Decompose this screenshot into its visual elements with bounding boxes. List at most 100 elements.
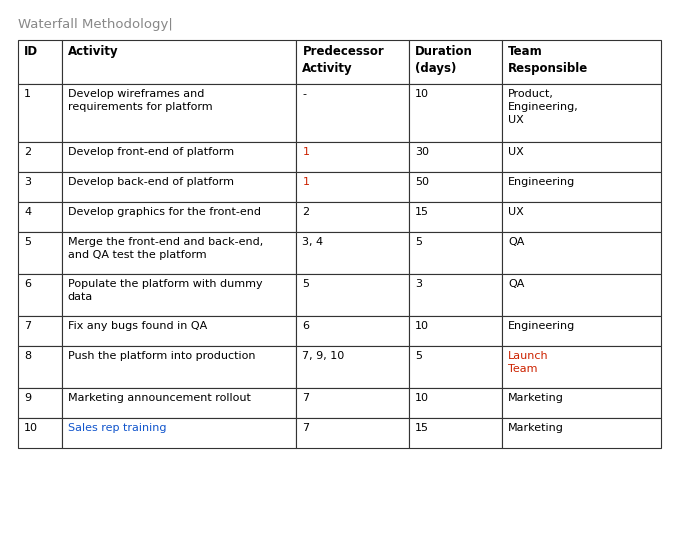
Bar: [62, 274, 296, 316]
Text: 5: 5: [415, 237, 422, 247]
Text: Waterfall Methodology|: Waterfall Methodology|: [18, 18, 173, 31]
Bar: [18, 346, 62, 388]
Bar: [296, 388, 409, 418]
Text: Push the platform into production: Push the platform into production: [68, 351, 255, 361]
Bar: [409, 418, 502, 448]
Bar: [296, 346, 409, 388]
Bar: [296, 274, 409, 316]
Bar: [18, 40, 62, 84]
Bar: [409, 232, 502, 274]
Bar: [502, 172, 661, 202]
Text: Engineering: Engineering: [508, 177, 575, 187]
Text: 8: 8: [24, 351, 31, 361]
Text: Duration
(days): Duration (days): [415, 45, 473, 75]
Bar: [409, 142, 502, 172]
Bar: [18, 84, 62, 142]
Bar: [502, 40, 661, 84]
Text: 3: 3: [24, 177, 31, 187]
Bar: [62, 418, 296, 448]
Bar: [296, 40, 409, 84]
Bar: [296, 142, 409, 172]
Text: 10: 10: [415, 89, 429, 99]
Text: QA: QA: [508, 279, 524, 289]
Text: Develop graphics for the front-end: Develop graphics for the front-end: [68, 207, 260, 217]
Text: QA: QA: [508, 237, 524, 247]
Text: 6: 6: [24, 279, 31, 289]
Text: 50: 50: [415, 177, 429, 187]
Text: Marketing: Marketing: [508, 423, 564, 433]
Text: 7: 7: [302, 423, 310, 433]
Bar: [502, 142, 661, 172]
Text: 3, 4: 3, 4: [302, 237, 324, 247]
Bar: [62, 232, 296, 274]
Text: 5: 5: [24, 237, 31, 247]
Text: Develop front-end of platform: Develop front-end of platform: [68, 147, 234, 157]
Text: Sales rep training: Sales rep training: [68, 423, 166, 433]
Text: Activity: Activity: [68, 45, 118, 58]
Bar: [409, 316, 502, 346]
Text: 2: 2: [24, 147, 31, 157]
Text: Marketing announcement rollout: Marketing announcement rollout: [68, 393, 250, 403]
Text: 7: 7: [24, 321, 31, 331]
Text: ID: ID: [24, 45, 38, 58]
Text: Launch
Team: Launch Team: [508, 351, 548, 374]
Text: 10: 10: [415, 393, 429, 403]
Text: 30: 30: [415, 147, 429, 157]
Text: 3: 3: [415, 279, 422, 289]
Bar: [18, 232, 62, 274]
Text: 15: 15: [415, 207, 429, 217]
Bar: [18, 172, 62, 202]
Bar: [62, 84, 296, 142]
Bar: [296, 202, 409, 232]
Bar: [18, 202, 62, 232]
Text: 10: 10: [415, 321, 429, 331]
Bar: [409, 346, 502, 388]
Text: Populate the platform with dummy
data: Populate the platform with dummy data: [68, 279, 262, 302]
Text: Merge the front-end and back-end,
and QA test the platform: Merge the front-end and back-end, and QA…: [68, 237, 263, 260]
Bar: [409, 202, 502, 232]
Text: 7, 9, 10: 7, 9, 10: [302, 351, 345, 361]
Bar: [409, 172, 502, 202]
Bar: [18, 418, 62, 448]
Bar: [502, 418, 661, 448]
Text: -: -: [302, 89, 306, 99]
Bar: [18, 142, 62, 172]
Bar: [62, 346, 296, 388]
Text: Engineering: Engineering: [508, 321, 575, 331]
Bar: [62, 142, 296, 172]
Bar: [62, 172, 296, 202]
Text: 1: 1: [302, 177, 310, 187]
Bar: [18, 274, 62, 316]
Text: Predecessor
Activity: Predecessor Activity: [302, 45, 384, 75]
Text: 5: 5: [415, 351, 422, 361]
Bar: [409, 84, 502, 142]
Bar: [62, 202, 296, 232]
Text: 9: 9: [24, 393, 31, 403]
Text: Develop wireframes and
requirements for platform: Develop wireframes and requirements for …: [68, 89, 213, 112]
Text: 7: 7: [302, 393, 310, 403]
Text: Team
Responsible: Team Responsible: [508, 45, 588, 75]
Text: Marketing: Marketing: [508, 393, 564, 403]
Text: 6: 6: [302, 321, 310, 331]
Bar: [62, 388, 296, 418]
Bar: [296, 316, 409, 346]
Text: 2: 2: [302, 207, 310, 217]
Text: 10: 10: [24, 423, 38, 433]
Bar: [62, 40, 296, 84]
Bar: [502, 84, 661, 142]
Text: 1: 1: [302, 147, 310, 157]
Text: 15: 15: [415, 423, 429, 433]
Bar: [409, 40, 502, 84]
Bar: [296, 84, 409, 142]
Text: 4: 4: [24, 207, 31, 217]
Bar: [502, 346, 661, 388]
Bar: [502, 316, 661, 346]
Bar: [409, 388, 502, 418]
Text: Develop back-end of platform: Develop back-end of platform: [68, 177, 234, 187]
Text: Fix any bugs found in QA: Fix any bugs found in QA: [68, 321, 207, 331]
Text: 5: 5: [302, 279, 310, 289]
Bar: [409, 274, 502, 316]
Bar: [502, 388, 661, 418]
Bar: [296, 172, 409, 202]
Text: Product,
Engineering,
UX: Product, Engineering, UX: [508, 89, 579, 125]
